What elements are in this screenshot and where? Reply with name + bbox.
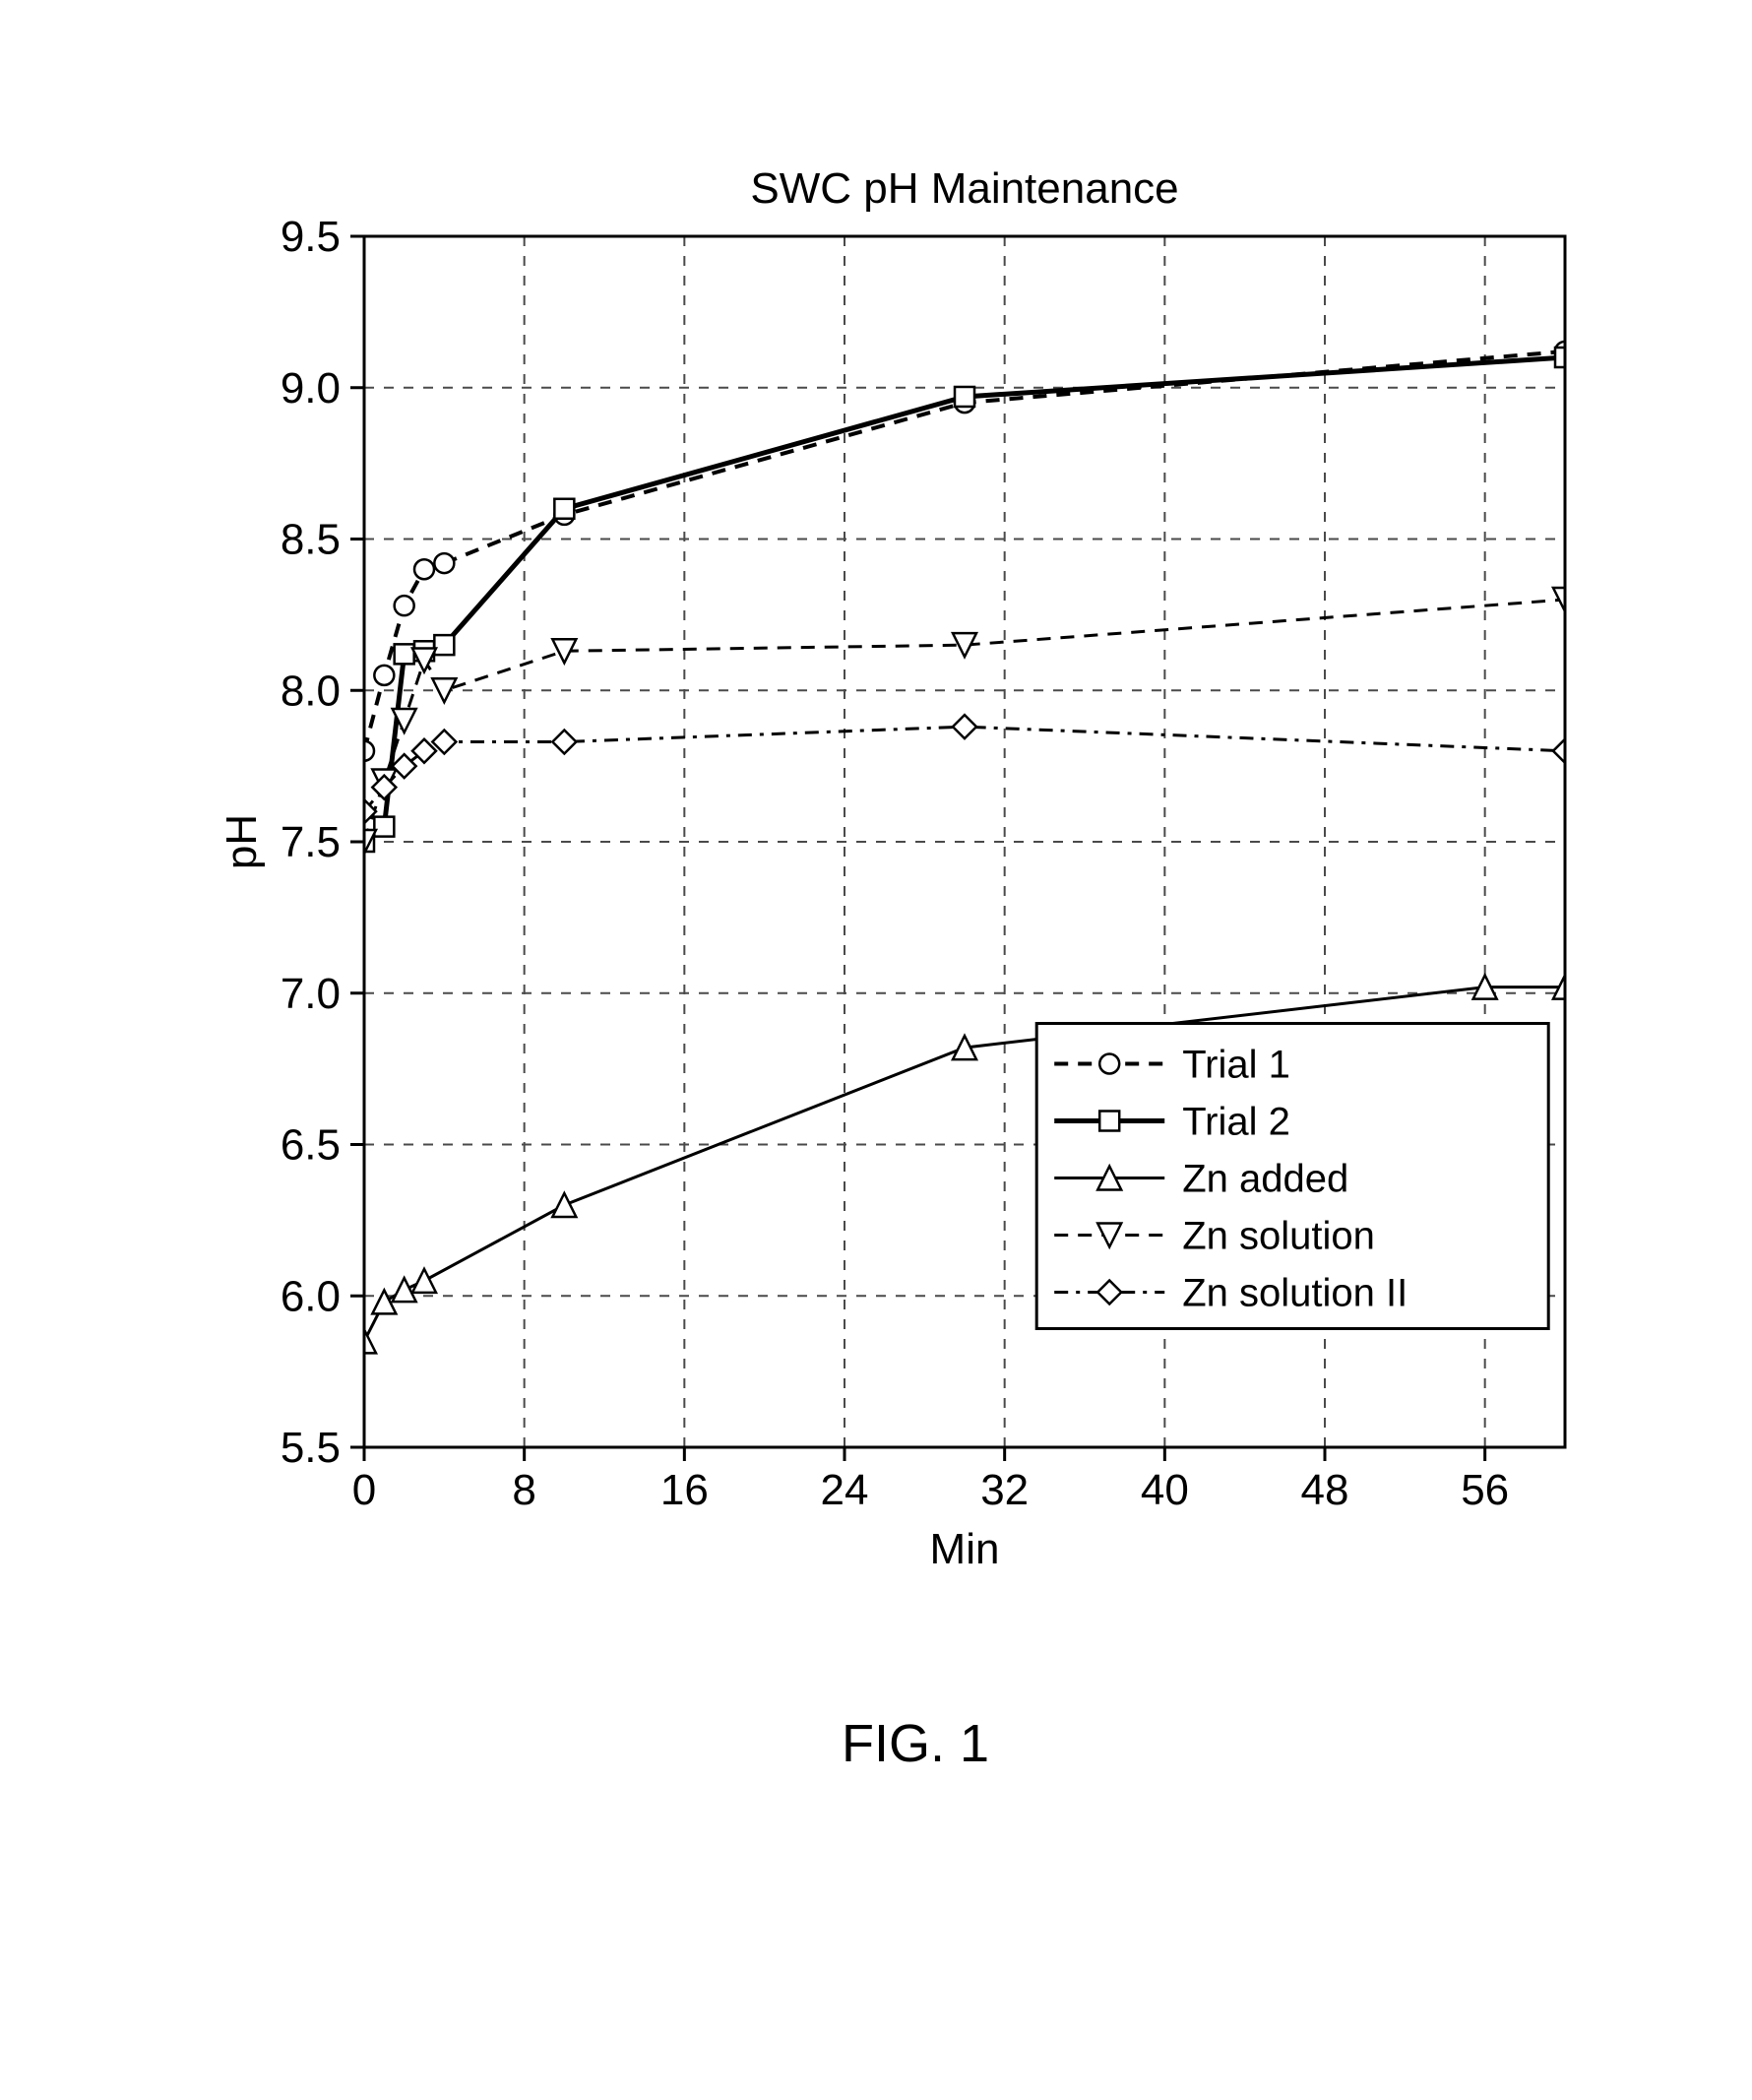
line-chart: SWC pH Maintenance 0 8 16 24 32 40 48 56 5.5 6.0 6.…	[217, 158, 1595, 1575]
x-tick-label: 56	[1461, 1466, 1509, 1514]
y-tick-label: 7.0	[281, 970, 341, 1018]
chart-container: SWC pH Maintenance 0 8 16 24 32 40 48 56 5.5 6.0 6.…	[217, 158, 1614, 1580]
y-tick-label: 7.5	[281, 818, 341, 866]
x-tick-label: 32	[980, 1466, 1029, 1514]
y-tick-label: 9.0	[281, 364, 341, 413]
y-tick-label: 6.0	[281, 1272, 341, 1320]
legend-label: Trial 1	[1182, 1044, 1290, 1087]
legend-label: Trial 2	[1182, 1101, 1290, 1144]
y-tick-label: 8.5	[281, 516, 341, 564]
x-tick-label: 40	[1141, 1466, 1189, 1514]
x-tick-label: 48	[1301, 1466, 1349, 1514]
x-tick-label: 24	[821, 1466, 869, 1514]
y-tick-label: 6.5	[281, 1121, 341, 1170]
y-tick-label: 5.5	[281, 1424, 341, 1472]
y-axis-label: pH	[218, 814, 266, 869]
x-tick-label: 8	[512, 1466, 535, 1514]
x-axis-label: Min	[930, 1525, 1000, 1573]
x-tick-label: 16	[660, 1466, 709, 1514]
x-tick-label: 0	[352, 1466, 376, 1514]
chart-title: SWC pH Maintenance	[750, 164, 1178, 213]
legend-label: Zn solution II	[1182, 1272, 1408, 1315]
legend: Trial 1 Trial 2 Zn added Zn solution Zn solu…	[1036, 1024, 1548, 1329]
y-tick-label: 9.5	[281, 213, 341, 261]
y-tick-label: 8.0	[281, 667, 341, 715]
legend-label: Zn solution	[1182, 1215, 1375, 1258]
legend-label: Zn added	[1182, 1158, 1348, 1201]
figure-label: FIG. 1	[39, 1713, 1752, 1774]
